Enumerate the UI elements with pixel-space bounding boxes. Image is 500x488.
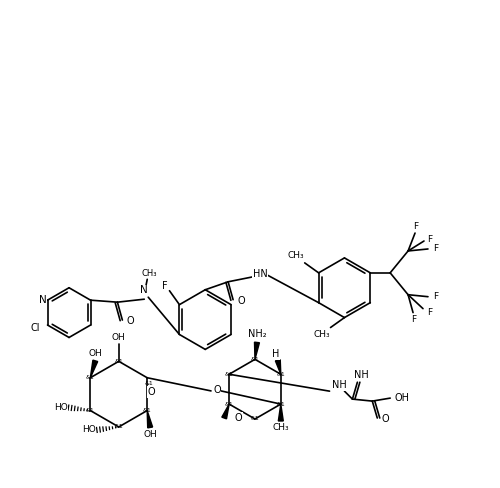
- Text: O: O: [148, 387, 155, 397]
- Text: &1: &1: [225, 372, 234, 377]
- Text: O: O: [234, 412, 242, 423]
- Text: &1: &1: [250, 357, 260, 362]
- Text: &1: &1: [143, 408, 152, 413]
- Text: &1: &1: [114, 359, 123, 364]
- Text: F: F: [434, 244, 438, 253]
- Text: N: N: [38, 295, 46, 305]
- Text: &1: &1: [145, 381, 154, 386]
- Text: &1: &1: [114, 425, 123, 429]
- Text: H: H: [272, 349, 280, 359]
- Text: O: O: [126, 316, 134, 326]
- Text: OH: OH: [88, 349, 102, 358]
- Text: NH: NH: [354, 370, 368, 380]
- Polygon shape: [222, 404, 229, 419]
- Text: O: O: [382, 414, 389, 424]
- Text: F: F: [434, 292, 438, 301]
- Text: CH₃: CH₃: [288, 251, 304, 261]
- Text: OH: OH: [112, 333, 126, 342]
- Text: CH₃: CH₃: [314, 330, 330, 339]
- Text: F: F: [412, 315, 416, 324]
- Text: OH: OH: [394, 393, 409, 403]
- Text: F: F: [162, 281, 168, 291]
- Text: &1: &1: [86, 408, 94, 413]
- Text: &1: &1: [276, 402, 285, 407]
- Polygon shape: [278, 404, 283, 421]
- Text: F: F: [428, 235, 432, 244]
- Text: Cl: Cl: [30, 323, 40, 333]
- Text: HN: HN: [252, 269, 268, 279]
- Polygon shape: [147, 410, 152, 428]
- Polygon shape: [254, 342, 260, 359]
- Text: NH: NH: [354, 370, 368, 380]
- Text: &1: &1: [250, 416, 260, 422]
- Text: F: F: [428, 308, 432, 317]
- Text: CH₃: CH₃: [272, 424, 289, 432]
- Text: &1: &1: [225, 402, 234, 407]
- Text: OH: OH: [144, 430, 157, 439]
- Text: &1: &1: [86, 375, 94, 380]
- Text: O: O: [213, 385, 221, 395]
- Text: &1: &1: [276, 372, 285, 377]
- Text: O: O: [237, 296, 245, 305]
- Polygon shape: [276, 360, 281, 374]
- Text: CH₃: CH₃: [142, 269, 157, 278]
- Text: HO: HO: [82, 426, 96, 434]
- Text: N: N: [140, 285, 148, 295]
- Text: NH: NH: [332, 380, 347, 390]
- Polygon shape: [90, 360, 98, 378]
- Text: F: F: [414, 222, 418, 231]
- Text: HO: HO: [54, 403, 68, 412]
- Text: NH₂: NH₂: [248, 329, 266, 340]
